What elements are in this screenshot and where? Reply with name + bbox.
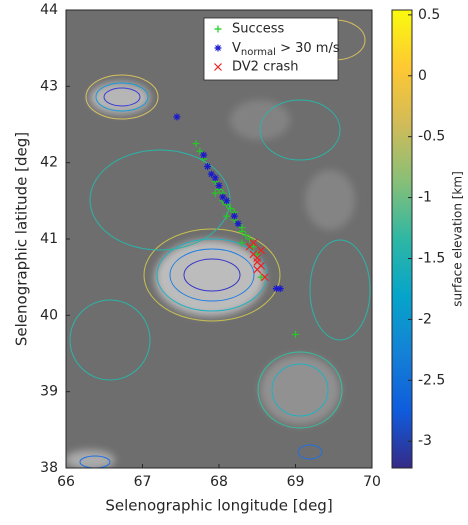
colorbar-tick-label: -3 (418, 433, 432, 449)
point (249, 243, 257, 251)
legend-marker (214, 63, 222, 71)
colorbar-tick-label: -2.5 (418, 372, 445, 388)
point (238, 239, 246, 247)
point (200, 151, 208, 159)
point (242, 231, 250, 239)
y-tick-label: 42 (40, 155, 58, 171)
point (207, 170, 215, 178)
point (260, 273, 269, 282)
y-tick-label: 41 (40, 231, 58, 247)
legend-marker (214, 25, 222, 33)
x-tick-label: 67 (134, 474, 152, 490)
x-axis-label: Selenographic longitude [deg] (105, 497, 332, 515)
point (223, 197, 231, 205)
point (253, 265, 262, 274)
point (292, 330, 299, 338)
legend-box (203, 17, 339, 81)
y-tick-label: 38 (40, 460, 58, 476)
point (219, 193, 227, 201)
colorbar-label: surface elevation [km] (451, 171, 465, 307)
point (173, 113, 181, 121)
point (204, 162, 212, 170)
point (211, 189, 219, 197)
colorbar (391, 9, 413, 469)
point (257, 273, 265, 281)
point (230, 212, 238, 220)
legend-label: Success (232, 22, 285, 37)
point (253, 250, 261, 258)
colorbar-tick-label: -1.5 (418, 250, 445, 266)
point (253, 254, 262, 263)
y-tick-label: 39 (40, 384, 58, 400)
y-tick-label: 40 (40, 307, 58, 323)
colorbar-tick-label: -2 (418, 311, 432, 327)
terrain-map (66, 10, 372, 468)
point (272, 285, 280, 293)
colorbar-tick-label: -0.5 (418, 129, 445, 145)
colorbar-tick-label: 0.5 (418, 7, 440, 23)
point (246, 235, 254, 243)
point (223, 212, 231, 220)
x-tick-label: 68 (210, 474, 228, 490)
point (226, 204, 234, 212)
colorbar-tick-label: -1 (418, 190, 432, 206)
x-tick-label: 69 (287, 474, 305, 490)
x-tick-label: 66 (57, 474, 75, 490)
y-tick-label: 44 (40, 2, 58, 18)
legend-label: DV2 crash (232, 60, 299, 75)
point (211, 174, 219, 182)
legend-label: Vnormal > 30 m/s (232, 41, 340, 59)
point (215, 182, 223, 190)
colorbar-tick-label: 0 (418, 68, 427, 84)
point (196, 147, 204, 155)
point (238, 227, 246, 235)
point (276, 285, 284, 293)
x-tick-label: 70 (363, 474, 381, 490)
y-tick-label: 43 (40, 78, 58, 94)
point (192, 140, 200, 148)
y-axis-label: Selenographic latitude [deg] (13, 132, 31, 346)
legend-marker (214, 44, 222, 52)
point (234, 220, 242, 228)
point (249, 238, 258, 247)
point (257, 246, 265, 255)
